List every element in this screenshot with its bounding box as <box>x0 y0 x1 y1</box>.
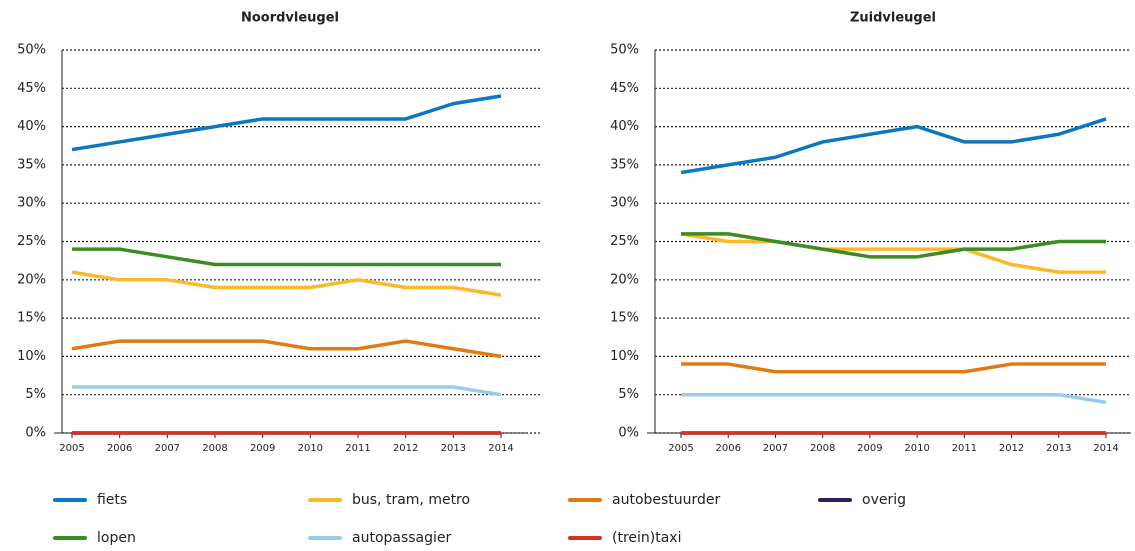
series-line <box>71 94 502 152</box>
y-tick-label: 0% <box>25 426 46 441</box>
x-tick-label: 2009 <box>250 443 275 454</box>
x-tick-label: 2005 <box>668 443 693 454</box>
y-tick-label: 35% <box>17 157 46 172</box>
y-tick-label: 0% <box>618 426 639 441</box>
series-line <box>680 117 1107 175</box>
x-tick-label: 2010 <box>298 443 323 454</box>
legend-label: overig <box>862 492 906 508</box>
x-tick-label: 2012 <box>393 443 418 454</box>
series-line <box>680 232 1106 274</box>
y-tick-label: 50% <box>17 43 46 58</box>
y-tick-label: 30% <box>610 196 639 211</box>
legend-label: autopassagier <box>352 530 452 546</box>
y-tick-label: 30% <box>17 196 46 211</box>
x-tick-label: 2006 <box>715 443 740 454</box>
x-tick-label: 2011 <box>952 443 977 454</box>
x-tick-label: 2008 <box>202 443 227 454</box>
y-tick-label: 45% <box>610 81 639 96</box>
legend-label: bus, tram, metro <box>352 492 470 508</box>
legend-label: lopen <box>97 530 136 546</box>
y-tick-label: 5% <box>618 387 639 402</box>
y-tick-label: 50% <box>610 43 639 58</box>
x-tick-label: 2007 <box>155 443 180 454</box>
series-line <box>681 392 1107 405</box>
series-line <box>72 385 502 397</box>
x-tick-label: 2009 <box>857 443 882 454</box>
chart-title: Zuidvleugel <box>850 11 936 26</box>
legend-label: (trein)taxi <box>612 530 681 546</box>
series-line <box>71 270 502 297</box>
x-tick-label: 2013 <box>441 443 466 454</box>
y-tick-label: 35% <box>610 157 639 172</box>
series-line <box>681 232 1106 259</box>
x-tick-label: 2014 <box>1093 443 1118 454</box>
y-tick-label: 20% <box>17 272 46 287</box>
y-tick-label: 25% <box>17 234 46 249</box>
x-tick-label: 2012 <box>999 443 1024 454</box>
y-tick-label: 15% <box>610 311 639 326</box>
y-tick-label: 40% <box>610 119 639 134</box>
x-tick-label: 2007 <box>763 443 788 454</box>
series-line <box>72 247 501 267</box>
y-tick-label: 25% <box>610 234 639 249</box>
series-line <box>71 339 502 359</box>
x-tick-label: 2005 <box>59 443 84 454</box>
y-tick-label: 10% <box>17 349 46 364</box>
x-tick-label: 2008 <box>810 443 835 454</box>
y-tick-label: 5% <box>25 387 46 402</box>
y-tick-label: 15% <box>17 311 46 326</box>
legend-label: autobestuurder <box>612 492 721 508</box>
x-tick-label: 2010 <box>904 443 929 454</box>
legend-label: fiets <box>97 492 127 508</box>
chart-title: Noordvleugel <box>241 11 339 26</box>
x-tick-label: 2013 <box>1046 443 1071 454</box>
y-tick-label: 40% <box>17 119 46 134</box>
y-tick-label: 45% <box>17 81 46 96</box>
x-tick-label: 2011 <box>345 443 370 454</box>
x-tick-label: 2014 <box>488 443 513 454</box>
y-tick-label: 20% <box>610 272 639 287</box>
x-tick-label: 2006 <box>107 443 132 454</box>
y-tick-label: 10% <box>610 349 639 364</box>
series-line <box>681 362 1106 374</box>
